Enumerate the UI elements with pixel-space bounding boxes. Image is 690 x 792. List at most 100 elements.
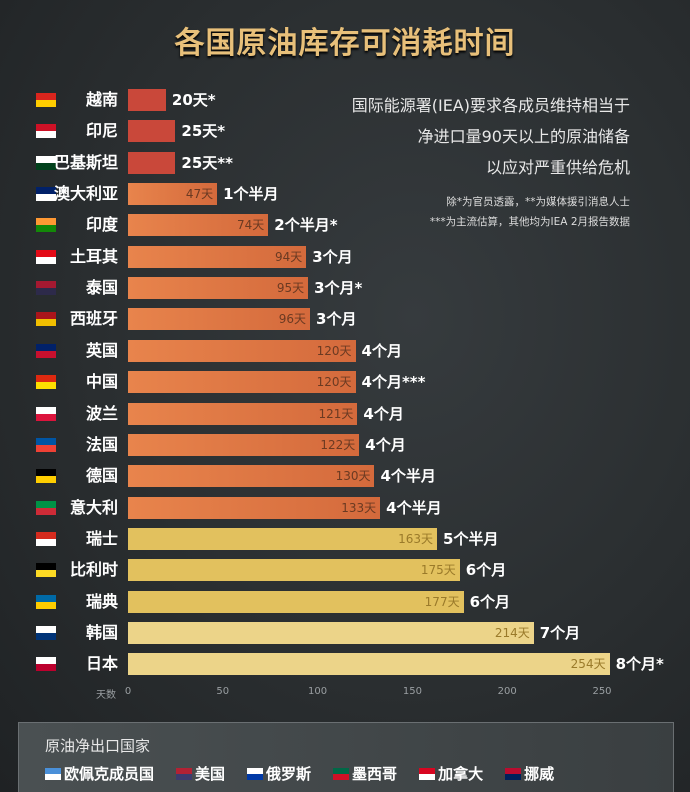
flag-icon: [36, 375, 56, 390]
bar: 120天: [128, 371, 356, 394]
flag-icon: [36, 187, 56, 202]
value-label: 133天: [341, 500, 377, 515]
legend-item: 俄罗斯: [247, 763, 311, 784]
legend-label: 挪威: [524, 765, 555, 783]
country-label: 泰国: [85, 278, 118, 298]
month-label: 2个半月*: [274, 216, 338, 235]
bar: 163天: [128, 527, 438, 550]
country-label: 巴基斯坦: [53, 152, 118, 172]
month-label: 7个月: [539, 623, 581, 642]
country-label: 瑞士: [85, 528, 118, 548]
bar: 175天: [128, 559, 460, 582]
flag-icon: [36, 625, 56, 640]
bar-row: 巴基斯坦 25天**: [0, 151, 690, 175]
month-label: 4个半月: [380, 467, 436, 486]
country-label: 西班牙: [69, 309, 118, 329]
x-tick-label: 200: [497, 686, 517, 697]
flag-icon: [36, 312, 56, 327]
flag-icon: [36, 218, 56, 233]
iea-note: 国际能源署(IEA)要求各成员维持相当于 净进口量90天以上的原油储备 以应对严…: [352, 90, 630, 183]
country-label: 中国: [85, 372, 118, 392]
value-label: 20天*: [171, 91, 216, 109]
flag-icon: [36, 124, 56, 139]
value-label: 120天: [316, 343, 352, 358]
country-label: 法国: [85, 434, 118, 454]
bar: 95天: [128, 277, 309, 300]
month-label: 3个月*: [314, 279, 363, 298]
month-label: 5个半月: [443, 529, 499, 548]
value-label: 25天*: [181, 122, 226, 141]
value-label: 214天: [494, 625, 530, 640]
bar: 121天: [128, 402, 358, 425]
flag-icon: [36, 155, 56, 170]
value-label: 163天: [398, 531, 434, 546]
flag-icon: [247, 767, 264, 780]
country-label: 印尼: [85, 121, 118, 141]
value-label: 47天: [185, 187, 214, 202]
value-label: 95天: [276, 281, 305, 296]
bar: 130天: [128, 465, 375, 488]
value-label: 254天: [570, 657, 606, 672]
flag-icon: [36, 500, 56, 515]
flag-icon: [36, 437, 56, 452]
country-label: 印度: [85, 215, 118, 235]
bar: 96天: [128, 308, 311, 331]
legend-item: 欧佩克成员国: [45, 763, 154, 784]
flag-icon: [505, 767, 522, 780]
month-label: 4个半月: [386, 498, 442, 517]
value-label: 130天: [335, 469, 371, 484]
bar-row: 西班牙 96天 3个月: [0, 307, 690, 331]
month-label: 3个月: [316, 310, 357, 329]
value-label: 177天: [424, 594, 460, 609]
bar: 133天: [128, 496, 381, 519]
bar: 94天: [128, 245, 307, 268]
legend-label: 俄罗斯: [266, 765, 312, 783]
bar-row: 英国 120天 4个月: [0, 339, 690, 363]
flag-icon: [36, 594, 56, 609]
bar-row: 土耳其 94天 3个月: [0, 245, 690, 269]
country-label: 日本: [85, 654, 118, 674]
x-tick-label: 0: [124, 686, 132, 697]
month-label: 6个月: [469, 592, 511, 611]
value-label: 122天: [320, 437, 356, 452]
legend-label: 美国: [195, 765, 226, 783]
month-label: 1个半月: [223, 185, 279, 204]
flag-icon: [36, 281, 56, 296]
footnotes: 除*为官员透露，**为媒体援引消息人士 ***为主流估算，其他均为IEA 2月报…: [430, 192, 630, 232]
bar: 214天: [128, 621, 534, 644]
bar: 177天: [128, 590, 464, 613]
bar-row: 瑞典 177天 6个月: [0, 590, 690, 614]
value-label: 25天**: [181, 153, 233, 172]
country-label: 英国: [85, 340, 118, 360]
bar-row: 波兰 121天 4个月: [0, 402, 690, 426]
bar-row: 日本 254天 8个月*: [0, 652, 690, 676]
legend-item: 挪威: [505, 763, 554, 784]
bar-row: 德国 130天 4个半月: [0, 464, 690, 488]
flag-icon: [36, 343, 56, 358]
flag-icon: [36, 563, 56, 578]
bar-row: 澳大利亚 47天 1个半月: [0, 182, 690, 206]
bar: 254天: [128, 653, 610, 676]
x-axis-label: 天数: [96, 690, 116, 701]
bar-row: 韩国 214天 7个月: [0, 621, 690, 645]
legend-label: 墨西哥: [352, 765, 398, 783]
value-label: 120天: [316, 375, 352, 390]
legend-items: 欧佩克成员国 美国 俄罗斯 墨西哥 加拿大 挪威: [45, 763, 554, 784]
country-label: 波兰: [85, 403, 118, 423]
legend-label: 欧佩克成员国: [64, 765, 155, 783]
month-label: 3个月: [312, 247, 353, 266]
month-label: 4个月: [363, 404, 404, 423]
chart-title: 各国原油库存可消耗时间: [174, 26, 516, 61]
month-label: 6个月: [465, 561, 507, 580]
month-label: 4个月: [361, 341, 402, 360]
country-label: 越南: [85, 90, 118, 109]
value-label: 74天: [237, 218, 265, 233]
country-label: 比利时: [69, 560, 118, 580]
flag-icon: [45, 767, 61, 780]
bar-row: 印尼 25天*: [0, 119, 690, 143]
country-label: 韩国: [85, 622, 118, 642]
legend-item: 美国: [176, 763, 225, 784]
flag-icon: [36, 249, 56, 264]
bar-row: 比利时 175天 6个月: [0, 558, 690, 582]
bar: 74天: [128, 214, 269, 237]
